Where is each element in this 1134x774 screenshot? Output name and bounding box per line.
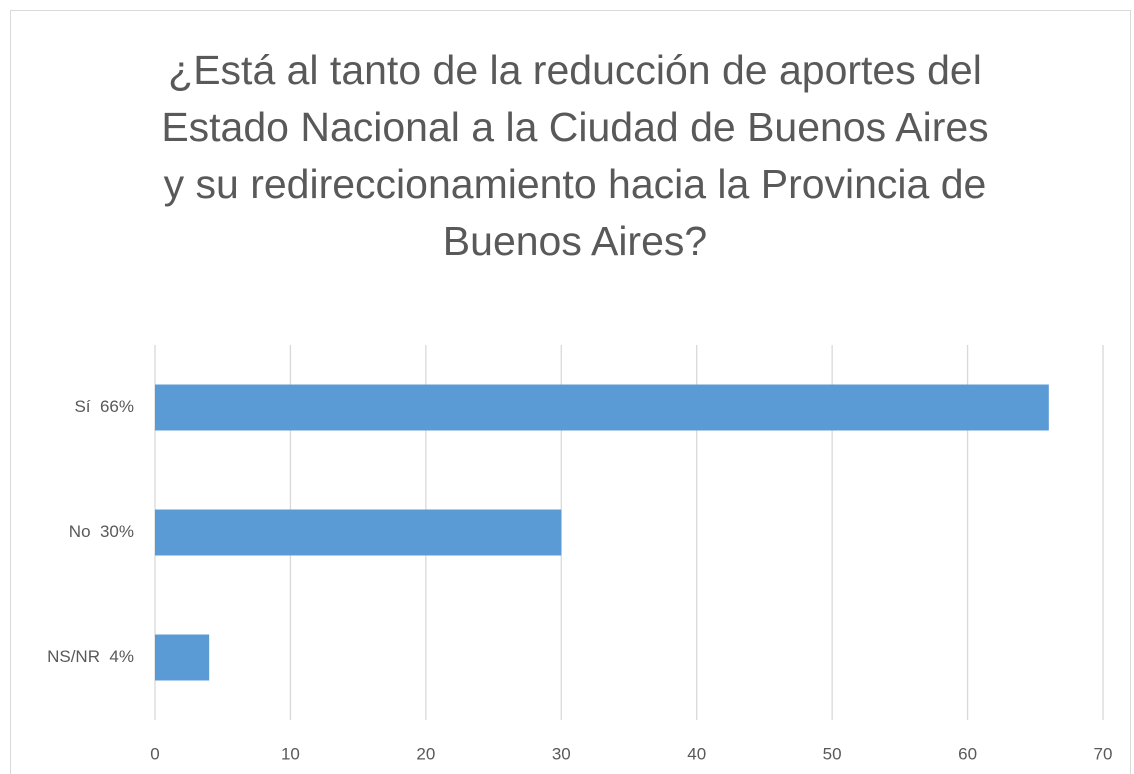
y-tick-label: NS/NR 4% — [47, 647, 134, 666]
x-tick-label: 50 — [823, 744, 842, 763]
bar — [155, 509, 562, 556]
y-tick-label: Sí 66% — [74, 397, 134, 416]
title-line: y su redireccionamiento hacia la Provinc… — [164, 161, 987, 207]
x-tick-label: 40 — [687, 744, 706, 763]
title-line: ¿Está al tanto de la reducción de aporte… — [168, 47, 982, 93]
x-tick-label: 10 — [281, 744, 300, 763]
x-tick-label: 30 — [552, 744, 571, 763]
chart-title: ¿Está al tanto de la reducción de aporte… — [161, 47, 988, 264]
x-tick-label: 0 — [150, 744, 159, 763]
x-tick-label: 60 — [958, 744, 977, 763]
title-line: Buenos Aires? — [443, 218, 707, 264]
bar — [155, 384, 1049, 431]
title-line: Estado Nacional a la Ciudad de Buenos Ai… — [161, 104, 988, 150]
y-tick-label: No 30% — [69, 522, 134, 541]
x-tick-label: 20 — [416, 744, 435, 763]
bar — [155, 634, 210, 681]
x-tick-label: 70 — [1094, 744, 1113, 763]
